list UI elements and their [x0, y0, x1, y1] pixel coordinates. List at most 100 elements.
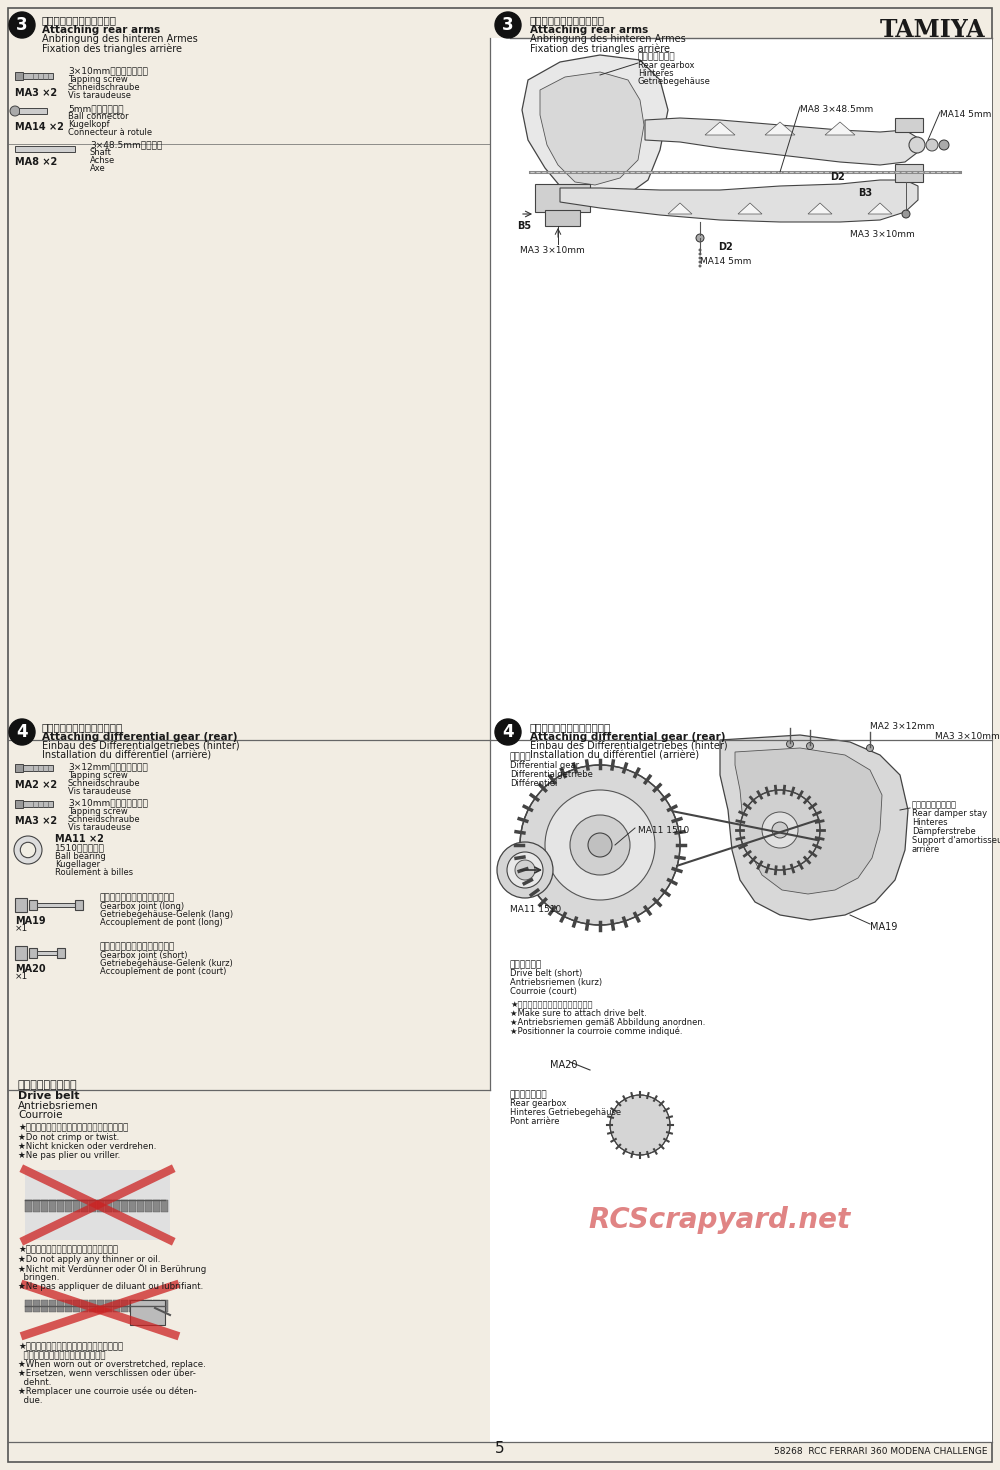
Bar	[33, 1299, 40, 1313]
Circle shape	[9, 719, 35, 745]
Text: ★折り曲げたり、ひねったりしないで下さい。: ★折り曲げたり、ひねったりしないで下さい。	[18, 1123, 128, 1132]
Text: MA8 ×2: MA8 ×2	[15, 157, 57, 168]
Text: Getriebegehäuse-Gelenk (lang): Getriebegehäuse-Gelenk (lang)	[100, 910, 233, 919]
Text: ★Nicht knicken oder verdrehen.: ★Nicht knicken oder verdrehen.	[18, 1142, 156, 1151]
Text: Kugelkopf: Kugelkopf	[68, 121, 110, 129]
Text: 3×10mmタッピングビス: 3×10mmタッピングビス	[68, 798, 148, 807]
Text: Fixation des triangles arrière: Fixation des triangles arrière	[42, 43, 182, 53]
Text: Attaching differential gear (rear): Attaching differential gear (rear)	[42, 732, 238, 742]
Text: 1510ベアリング: 1510ベアリング	[55, 842, 105, 853]
Circle shape	[696, 234, 704, 243]
Bar	[145, 1299, 152, 1313]
Bar	[33, 1200, 40, 1211]
Text: MA3 3×10mm: MA3 3×10mm	[520, 245, 585, 254]
Bar	[15, 72, 23, 79]
Bar	[73, 1200, 80, 1211]
Text: Antriebsriemen (kurz): Antriebsriemen (kurz)	[510, 978, 602, 986]
Polygon shape	[560, 179, 918, 222]
Text: MA2 3×12mm: MA2 3×12mm	[870, 722, 934, 731]
Text: Schneidschraube: Schneidschraube	[68, 82, 141, 93]
Text: Hinteres: Hinteres	[638, 69, 674, 78]
Bar	[37, 903, 75, 907]
Text: MA19: MA19	[870, 922, 897, 932]
Text: Tapping screw: Tapping screw	[68, 75, 128, 84]
Text: MA3 ×2: MA3 ×2	[15, 816, 57, 826]
Text: Accouplement de pont (long): Accouplement de pont (long)	[100, 917, 223, 928]
Bar	[15, 800, 23, 809]
Text: Differentialgetriebe: Differentialgetriebe	[510, 770, 593, 779]
Text: 4: 4	[16, 723, 28, 741]
Circle shape	[495, 12, 521, 38]
Text: 5: 5	[495, 1441, 505, 1455]
Text: Roulement à billes: Roulement à billes	[55, 867, 133, 878]
Text: 3×12mmタッピングビス: 3×12mmタッピングビス	[68, 761, 148, 770]
Text: テフギヤ: テフギヤ	[510, 753, 532, 761]
Bar	[121, 1299, 128, 1313]
Circle shape	[14, 836, 42, 864]
Text: ★Ne pas plier ou vriller.: ★Ne pas plier ou vriller.	[18, 1151, 120, 1160]
Bar	[41, 1200, 48, 1211]
Text: （リヤテフギヤの取り付け）: （リヤテフギヤの取り付け）	[530, 722, 611, 732]
Text: due.: due.	[18, 1396, 42, 1405]
Circle shape	[698, 248, 702, 251]
Text: 3: 3	[16, 16, 28, 34]
Bar	[49, 1200, 56, 1211]
Circle shape	[806, 742, 814, 750]
Text: Attaching rear arms: Attaching rear arms	[530, 25, 648, 35]
Text: MA20: MA20	[550, 1060, 578, 1070]
Text: リヤギヤケース: リヤギヤケース	[510, 1089, 548, 1100]
Bar	[49, 1299, 56, 1313]
Bar	[89, 1200, 96, 1211]
Circle shape	[507, 853, 543, 888]
Text: ★Make sure to attach drive belt.: ★Make sure to attach drive belt.	[510, 1008, 647, 1019]
Text: Schneidschraube: Schneidschraube	[68, 779, 141, 788]
Polygon shape	[645, 118, 918, 165]
Text: B3: B3	[858, 188, 872, 198]
Text: ★Nicht mit Verdünner oder Öl in Berührung: ★Nicht mit Verdünner oder Öl in Berührun…	[18, 1264, 206, 1274]
Circle shape	[610, 1095, 670, 1155]
Text: ★Ne pas appliquer de diluant ou lubrifiant.: ★Ne pas appliquer de diluant ou lubrifia…	[18, 1282, 203, 1291]
Circle shape	[10, 106, 20, 116]
Polygon shape	[522, 54, 668, 201]
Text: D2: D2	[718, 243, 733, 251]
Text: （リヤテフギヤの取り付け）: （リヤテフギヤの取り付け）	[42, 722, 123, 732]
Text: RCScrapyard.net: RCScrapyard.net	[589, 1205, 851, 1233]
Text: Accouplement de pont (court): Accouplement de pont (court)	[100, 967, 226, 976]
Text: ギヤボックスジョイント（長）: ギヤボックスジョイント（長）	[100, 892, 175, 903]
Text: MA3 ×2: MA3 ×2	[15, 88, 57, 98]
Bar	[153, 1200, 160, 1211]
Text: arrière: arrière	[912, 845, 940, 854]
Bar	[137, 1299, 144, 1313]
Text: Rear damper stay: Rear damper stay	[912, 809, 987, 817]
Text: リヤダンパーステー: リヤダンパーステー	[912, 800, 957, 809]
Polygon shape	[540, 72, 644, 185]
Text: ★Remplacer une courroie usée ou déten-: ★Remplacer une courroie usée ou déten-	[18, 1388, 197, 1396]
Text: リヤギヤケース: リヤギヤケース	[638, 51, 676, 60]
Text: ★When worn out or overstretched, replace.: ★When worn out or overstretched, replace…	[18, 1360, 206, 1369]
Text: Hinteres Getriebegehäuse: Hinteres Getriebegehäuse	[510, 1108, 621, 1117]
Circle shape	[497, 842, 553, 898]
Bar	[161, 1200, 168, 1211]
Polygon shape	[720, 735, 908, 920]
Text: Dämpferstrebe: Dämpferstrebe	[912, 828, 976, 836]
Text: ★Ersetzen, wenn verschlissen oder über-: ★Ersetzen, wenn verschlissen oder über-	[18, 1369, 196, 1377]
Circle shape	[909, 137, 925, 153]
Bar	[23, 801, 53, 807]
Bar	[23, 74, 53, 79]
Bar	[490, 739, 992, 1442]
Text: Anbringung des hinteren Armes: Anbringung des hinteren Armes	[530, 34, 686, 44]
Text: Ball bearing: Ball bearing	[55, 853, 106, 861]
Circle shape	[9, 12, 35, 38]
Text: Fixation des triangles arrière: Fixation des triangles arrière	[530, 43, 670, 53]
Text: 4: 4	[502, 723, 514, 741]
Circle shape	[762, 811, 798, 848]
Text: Vis taraudeuse: Vis taraudeuse	[68, 786, 131, 795]
Text: Installation du différentiel (arrière): Installation du différentiel (arrière)	[530, 750, 699, 760]
Bar	[105, 1200, 112, 1211]
Text: ★Do not crimp or twist.: ★Do not crimp or twist.	[18, 1133, 119, 1142]
Text: Einbau des Differentialgetriebes (hinter): Einbau des Differentialgetriebes (hinter…	[530, 741, 728, 751]
Text: Attaching differential gear (rear): Attaching differential gear (rear)	[530, 732, 726, 742]
Circle shape	[570, 814, 630, 875]
Text: Tapping screw: Tapping screw	[68, 770, 128, 781]
Text: ベルト（短）: ベルト（短）	[510, 960, 542, 969]
